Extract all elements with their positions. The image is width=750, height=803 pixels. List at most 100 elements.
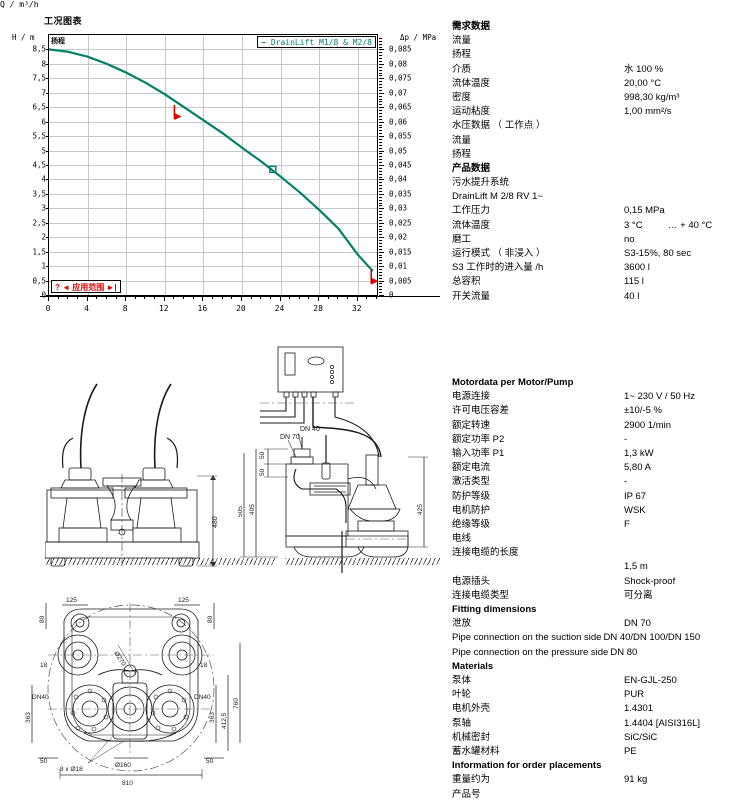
- cable-row: 连接电缆的长度: [452, 546, 750, 560]
- range-limit-marker: [370, 269, 377, 285]
- materials-label: 机械密封: [452, 731, 491, 743]
- fitting-value: DN 70: [624, 618, 651, 630]
- y2-minor-tick: [379, 104, 382, 106]
- y-tick-label: 4,5: [32, 160, 46, 170]
- x-tick-mark: [202, 296, 204, 301]
- fitting-rows: 泄放 DN 70 Pipe connection on the suction si…: [452, 617, 750, 660]
- y2-minor-tick: [379, 87, 382, 88]
- gridline-horizontal: [49, 78, 377, 80]
- y2-minor-tick: [379, 98, 382, 100]
- y-tick-label: 1: [41, 261, 46, 271]
- y-tick-label: 2,5: [32, 218, 46, 228]
- gridline-horizontal: [49, 280, 377, 282]
- y2-minor-tick: [379, 89, 382, 91]
- y-tick-label: 3,5: [32, 189, 46, 199]
- y2-minor-tick: [379, 217, 382, 218]
- product-row: 总容积 115 l: [452, 275, 750, 289]
- x-minor-tick: [260, 296, 262, 299]
- y2-minor-tick: [379, 185, 382, 187]
- y2-minor-tick: [379, 271, 382, 273]
- y2-minor-tick: [379, 40, 382, 42]
- motordata-row: 电源连接 1~ 230 V / 50 Hz: [452, 390, 750, 404]
- plan-dim-50-left: 50: [40, 758, 48, 765]
- y-tick-label: 4: [41, 174, 46, 184]
- x-axis-title: Q / m³/h: [0, 0, 39, 9]
- demand-label: 流量: [452, 134, 472, 146]
- fitting-value: DN 40/DN 100/DN 150: [603, 632, 701, 644]
- y2-minor-tick: [379, 127, 382, 129]
- y2-tick-mark: [379, 49, 384, 51]
- demand-row: 扬程: [452, 48, 750, 62]
- plan-dim-18-left: 18: [40, 662, 48, 669]
- x-axis-ticks: 0 4 8 12 16 20 24 28 32: [46, 296, 378, 320]
- gridline-vertical: [87, 35, 89, 295]
- materials-value: SiC/SiC: [624, 731, 658, 743]
- x-minor-tick: [269, 296, 271, 299]
- y2-minor-tick: [379, 144, 382, 146]
- product-label: 运行模式 （ 非浸入 ）: [452, 248, 546, 260]
- motordata-value: 5,80 A: [624, 462, 651, 474]
- x-minor-tick: [154, 296, 156, 299]
- gridline-horizontal: [49, 63, 377, 65]
- application-range-annotation: ? ◄ 应用范围 ►|: [51, 280, 121, 293]
- product-row: 流体温度 3 °C … + 40 °C: [452, 219, 750, 233]
- plan-dim-dia270: Ø270: [112, 650, 127, 667]
- y2-minor-tick: [379, 274, 382, 276]
- order-row: 产品号: [452, 788, 750, 802]
- x-tick-mark: [125, 296, 127, 301]
- x-tick-label: 16: [197, 304, 208, 313]
- motordata-label: 额定电流: [452, 462, 491, 474]
- plan-dim-125-right: 125: [178, 597, 189, 604]
- x-minor-tick: [192, 296, 194, 299]
- cable-row: 电源插头 Shock-proof: [452, 575, 750, 589]
- gridline-horizontal: [49, 222, 377, 224]
- legend-label: DrainLift M1/8 & M2/8: [270, 38, 372, 47]
- plan-dim-50-right: 50: [206, 758, 214, 765]
- curve-markers: [173, 105, 377, 285]
- demand-label: 水压数据 （ 工作点 ）: [452, 120, 546, 132]
- materials-value: 1.4404 [AISI316L]: [624, 717, 701, 729]
- technical-drawings: 480 147: [0, 340, 445, 803]
- plan-dim-dia160: Ø160: [115, 762, 131, 769]
- y2-minor-tick: [379, 153, 382, 155]
- y-tick-label: 8,5: [32, 44, 46, 54]
- materials-row: 机械密封 SiC/SiC: [452, 731, 750, 745]
- demand-rows: 流量 扬程 介质水 100 % 流体温度 20,00 °C 密度 998,30 kg/m³ 运…: [452, 34, 750, 162]
- x-minor-tick: [212, 296, 213, 299]
- y2-tick-label: 0,065: [389, 102, 412, 112]
- y2-minor-tick: [379, 257, 382, 259]
- y2-tick-label: 0,07: [389, 88, 408, 98]
- motordata-row: 输入功率 P1 1,3 kW: [452, 447, 750, 461]
- gridline-horizontal: [49, 179, 377, 181]
- y2-minor-tick: [379, 199, 382, 201]
- materials-row: 泵体 EN-GJL-250: [452, 674, 750, 688]
- front-dim-480: 480: [212, 516, 219, 528]
- arrow-left-icon: ◄: [62, 283, 71, 292]
- cable-label: 连接电缆的长度: [452, 547, 519, 559]
- demand-label: 介质: [452, 63, 472, 75]
- y2-minor-tick: [379, 55, 382, 57]
- y2-tick-mark: [379, 266, 384, 268]
- materials-rows: 泵体 EN-GJL-250 叶轮 PUR 电机外壳 1.4301 泵轴 1.4404 [AIS…: [452, 674, 750, 759]
- y2-minor-tick: [379, 214, 382, 216]
- x-tick-label: 4: [84, 304, 89, 313]
- motordata-value: -: [624, 476, 628, 488]
- demand-label: 流体温度: [452, 77, 491, 89]
- y2-minor-tick: [379, 202, 382, 204]
- side-dim-50b: 50: [259, 468, 266, 476]
- range-prefix: ?: [55, 283, 60, 292]
- range-limit-marker: [173, 105, 182, 120]
- plan-dim-363-left: 363: [25, 712, 32, 723]
- y-tick-label: 8: [41, 59, 46, 69]
- order-label: 产品号: [452, 788, 481, 800]
- cable-rows: 电线 连接电缆的长度 1,5 m 电源插头 Shock-proof 连接电缆类型 可分离: [452, 532, 750, 603]
- y2-minor-tick: [379, 46, 382, 48]
- motordata-value: 1~ 230 V / 50 Hz: [624, 391, 696, 403]
- plan-dim-80-left: 80: [39, 615, 46, 623]
- demand-row: 密度 998,30 kg/m³: [452, 91, 750, 105]
- demand-value: 20,00 °C: [624, 77, 662, 89]
- y-tick-label: 2: [41, 232, 46, 242]
- y2-minor-tick: [379, 260, 382, 262]
- y2-tick-mark: [379, 208, 384, 210]
- fitting-row: Pipe connection on the pressure side DN 8…: [452, 646, 750, 660]
